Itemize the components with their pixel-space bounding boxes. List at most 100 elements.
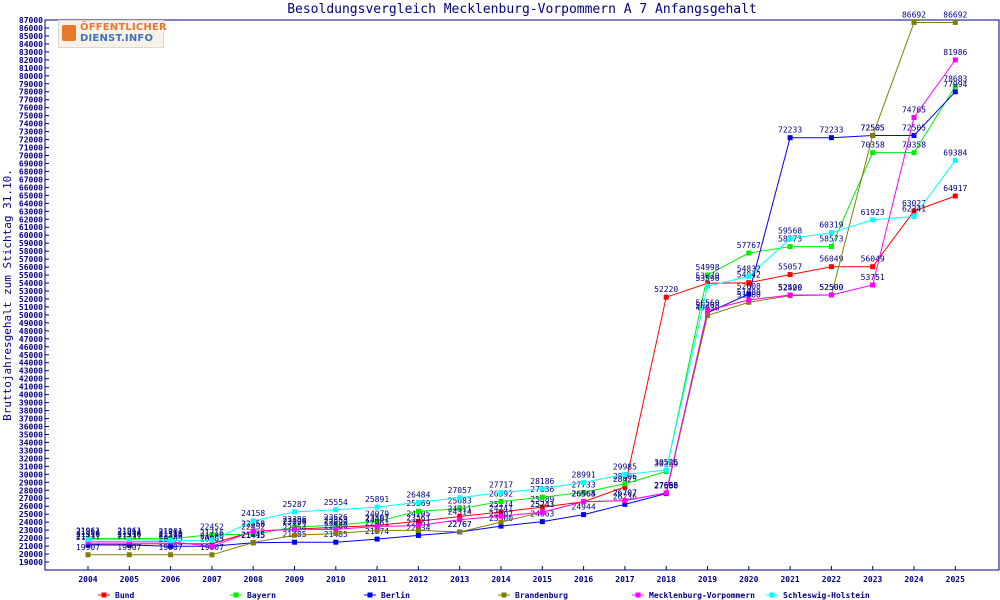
data-label: 52500 [778, 283, 802, 292]
data-point [292, 539, 297, 545]
y-tick-label: 74000 [19, 120, 43, 129]
data-point [911, 115, 917, 121]
data-point [581, 479, 587, 485]
data-point [663, 490, 669, 496]
y-tick-label: 34000 [19, 438, 43, 447]
data-point [374, 523, 380, 529]
data-label: 25274 [489, 500, 513, 509]
data-point [498, 498, 504, 504]
data-label: 54832 [737, 264, 761, 273]
x-tick-label: 2018 [657, 575, 676, 584]
data-point [498, 519, 504, 525]
data-label: 27057 [448, 486, 472, 495]
data-label: 86692 [943, 10, 967, 19]
x-tick-label: 2006 [161, 575, 180, 584]
data-label: 22853 [241, 519, 265, 528]
x-tick-label: 2007 [202, 575, 221, 584]
data-label: 51580 [737, 290, 761, 299]
data-label: 24105 [406, 509, 430, 518]
data-point [870, 282, 876, 288]
data-label: 21716 [159, 528, 183, 537]
data-point [292, 509, 297, 515]
site-logo: ÖFFENTLICHER DIENST.INFO [58, 20, 167, 48]
data-point [581, 512, 587, 518]
y-tick-label: 35000 [19, 430, 43, 439]
data-point [415, 532, 421, 538]
x-tick-label: 2024 [904, 575, 923, 584]
legend-marker [769, 592, 775, 598]
data-point [85, 537, 91, 543]
y-tick-label: 25000 [19, 510, 43, 519]
data-label: 21290 [159, 532, 183, 541]
x-tick-label: 2008 [244, 575, 263, 584]
data-point [539, 486, 545, 492]
y-axis: 1900020000210002200023000240002500026000… [19, 16, 49, 567]
y-tick-label: 38000 [19, 407, 43, 416]
data-label: 23597 [365, 513, 389, 522]
data-point [787, 244, 793, 250]
y-tick-label: 80000 [19, 72, 43, 81]
y-tick-label: 56000 [19, 263, 43, 272]
y-tick-label: 23000 [19, 526, 43, 535]
y-tick-label: 75000 [19, 112, 43, 121]
y-tick-label: 31000 [19, 462, 43, 471]
data-point [457, 495, 463, 501]
y-tick-label: 29000 [19, 478, 43, 487]
logo-line-1: ÖFFENTLICHER [80, 22, 167, 33]
data-point [952, 193, 958, 199]
y-tick-label: 73000 [19, 128, 43, 137]
data-label: 23386 [282, 515, 306, 524]
x-tick-label: 2021 [780, 575, 799, 584]
series-line [88, 195, 956, 545]
data-point [292, 526, 297, 532]
y-tick-label: 39000 [19, 399, 43, 408]
data-label: 21445 [241, 531, 265, 540]
y-tick-label: 81000 [19, 64, 43, 73]
data-point [581, 489, 587, 495]
legend-label: Brandenburg [515, 591, 568, 600]
data-label: 23090 [324, 517, 348, 526]
data-label: 24079 [365, 510, 389, 519]
data-point [705, 272, 710, 278]
y-tick-label: 67000 [19, 175, 43, 184]
data-label: 53596 [695, 274, 719, 283]
y-tick-label: 62000 [19, 215, 43, 224]
data-label: 22580 [324, 521, 348, 530]
y-tick-label: 19000 [19, 558, 43, 567]
data-point [126, 542, 132, 548]
y-tick-label: 43000 [19, 367, 43, 376]
data-label: 22961 [406, 518, 430, 527]
data-point [828, 264, 834, 270]
data-label: 30525 [654, 458, 678, 467]
x-tick-label: 2009 [285, 575, 304, 584]
data-label: 30359 [654, 459, 678, 468]
data-label: 24944 [572, 503, 596, 512]
series-layer: 2127121271212902129022856231242335323597… [76, 10, 968, 558]
data-point [746, 297, 752, 303]
data-label: 24158 [241, 509, 265, 518]
data-point [250, 531, 256, 537]
series-line [88, 59, 956, 547]
data-label: 28425 [613, 475, 637, 484]
data-label: 23461 [365, 514, 389, 523]
y-tick-label: 83000 [19, 48, 43, 57]
data-point [539, 504, 545, 510]
series-schleswig-holstein: 21814 21814 21716 21716 24158 25287 25554 25891… [76, 148, 968, 543]
x-tick-label: 2016 [574, 575, 593, 584]
data-point [746, 291, 752, 297]
data-point [952, 19, 958, 25]
y-tick-label: 37000 [19, 415, 43, 424]
data-point [168, 543, 174, 549]
y-tick-label: 20000 [19, 550, 43, 559]
data-label: 22452 [200, 522, 224, 531]
data-label: 27580 [654, 482, 678, 491]
data-point [828, 292, 834, 298]
series-line [88, 160, 956, 541]
data-point [828, 135, 834, 141]
y-tick-label: 41000 [19, 383, 43, 392]
data-label: 81986 [943, 48, 967, 57]
y-tick-label: 60000 [19, 231, 43, 240]
legend-label: Mecklenburg-Vorpommern [649, 591, 755, 600]
x-tick-label: 2017 [615, 575, 634, 584]
data-label: 72505 [861, 124, 885, 133]
